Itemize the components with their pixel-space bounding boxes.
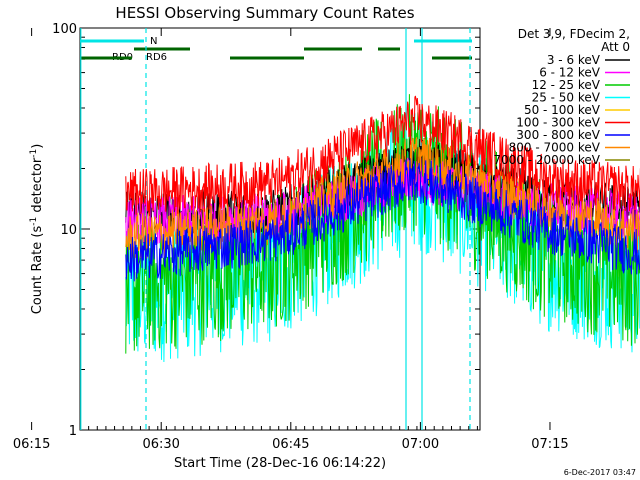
instrument-flags: NRD0RD6 — [80, 36, 472, 63]
flag-label: RD6 — [146, 52, 167, 63]
series-line — [125, 94, 640, 354]
series-line — [125, 138, 640, 238]
flag-label: N — [150, 36, 157, 47]
y-axis-label: Count Rate (s-1 detector-1) — [29, 144, 45, 315]
axis-ticks: 06:1506:3006:4507:0007:1507:3007:4510010… — [13, 22, 569, 452]
time-markers — [80, 28, 471, 430]
chart-title: HESSI Observing Summary Count Rates — [115, 4, 414, 22]
footer-date: 6-Dec-2017 03:47 — [564, 468, 636, 477]
y-tick-label: 10 — [60, 223, 77, 238]
legend-label: 6 - 12 keV — [539, 66, 601, 80]
x-tick-label: 06:15 — [13, 437, 50, 452]
y-tick-label: 100 — [52, 22, 77, 37]
x-tick-label: 06:30 — [142, 437, 179, 452]
legend-header-line2: Att 0 — [601, 40, 630, 54]
legend-label: 3 - 6 keV — [547, 53, 601, 67]
legend-label: 7000 - 20000 keV — [493, 153, 600, 167]
x-tick-label: 07:00 — [402, 437, 439, 452]
series-line — [125, 95, 640, 217]
series-line — [125, 158, 640, 282]
legend-label: 100 - 300 keV — [516, 116, 600, 130]
legend-label: 800 - 7000 keV — [509, 141, 601, 155]
y-tick-label: 1 — [69, 424, 77, 439]
legend-label: 300 - 800 keV — [516, 128, 600, 142]
x-tick-label: 06:45 — [272, 437, 309, 452]
legend-label: 12 - 25 keV — [532, 78, 601, 92]
series-lines — [125, 94, 640, 363]
x-tick-label: 07:15 — [531, 437, 568, 452]
legend-label: 50 - 100 keV — [524, 103, 601, 117]
x-axis-label: Start Time (28-Dec-16 06:14:22) — [174, 456, 386, 471]
legend-header-line1: Det 3,9, FDecim 2, — [518, 27, 630, 41]
legend-label: 25 - 50 keV — [532, 91, 601, 105]
